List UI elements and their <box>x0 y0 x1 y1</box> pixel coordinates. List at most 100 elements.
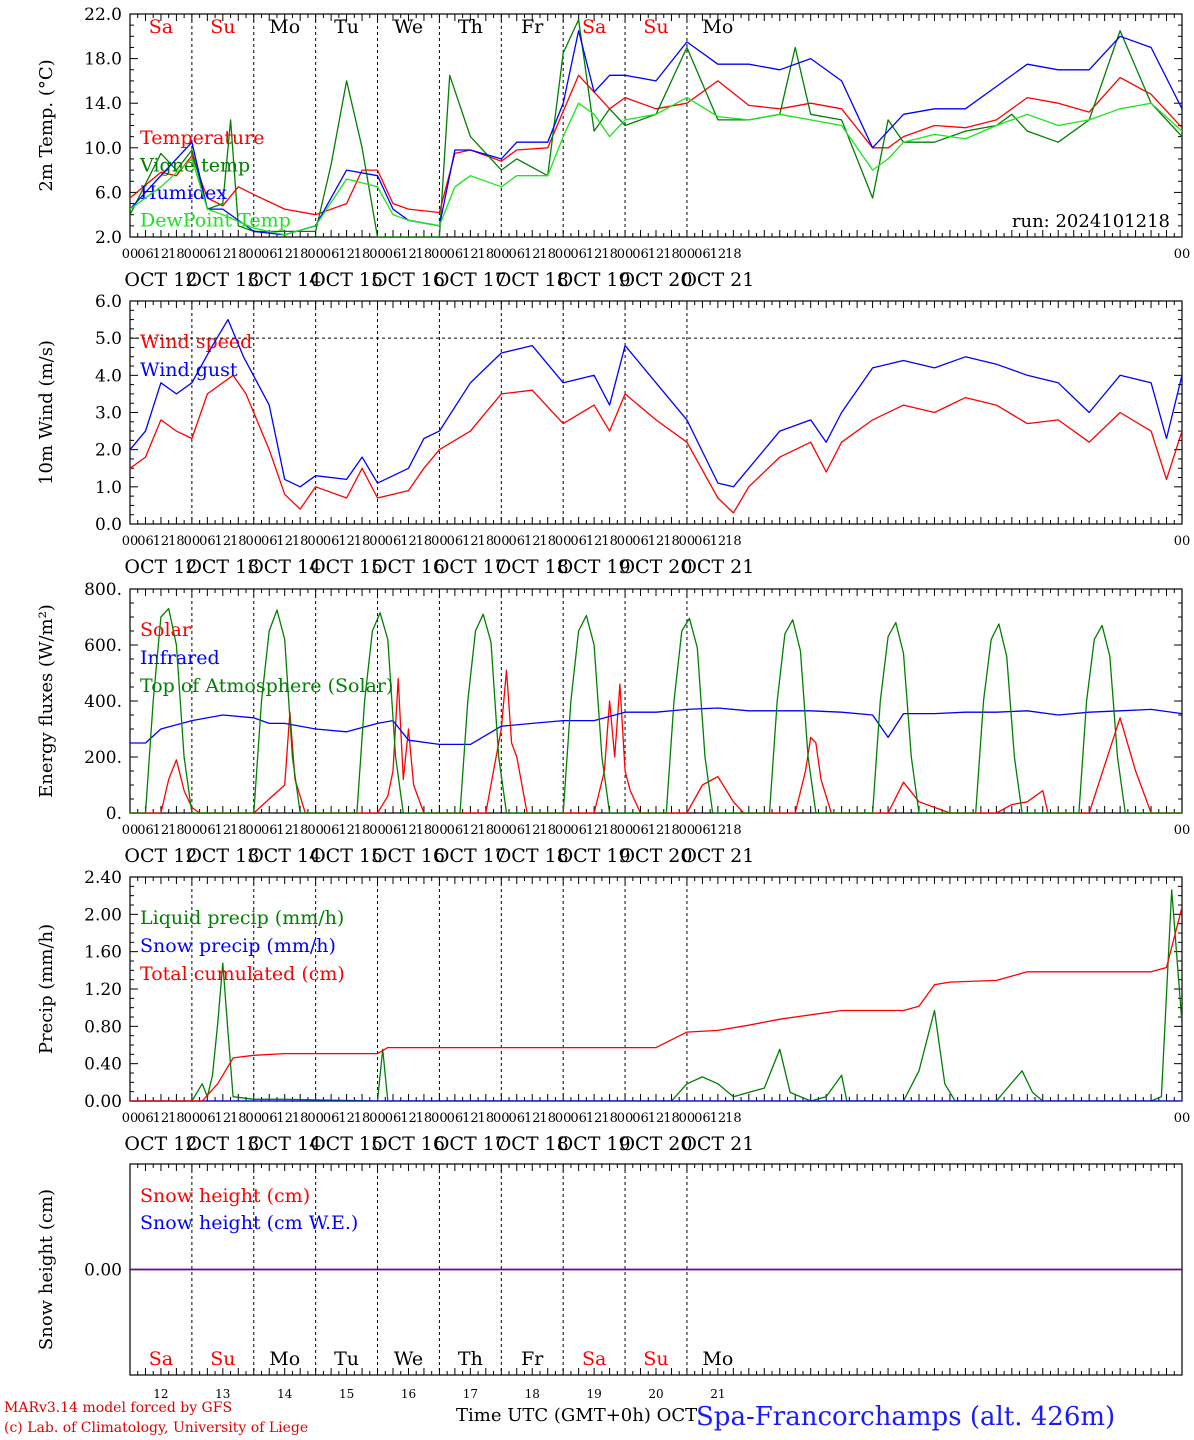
date-label: OCT 14 <box>248 556 321 578</box>
weekday-label: Th <box>458 16 483 38</box>
hour-tick-label: 18 <box>601 247 618 262</box>
legend-entry: Temperature <box>140 127 264 149</box>
hour-tick-label: 06 <box>137 823 154 838</box>
station-name: Spa-Francorchamps (alt. 426m) <box>696 1402 1116 1432</box>
hour-tick-label: 18 <box>601 1111 618 1126</box>
hour-tick-label: 00 <box>369 247 386 262</box>
hour-tick-label: 06 <box>508 534 525 549</box>
hour-tick-label: 18 <box>168 1111 185 1126</box>
hour-tick-label: 06 <box>694 247 711 262</box>
weekday-label: Su <box>210 1348 235 1370</box>
date-label: OCT 20 <box>619 556 692 578</box>
hour-tick-label: 12 <box>524 534 541 549</box>
hour-tick-label: 06 <box>570 1111 587 1126</box>
hour-tick-label: 12 <box>215 534 232 549</box>
hour-tick-label: 06 <box>261 1111 278 1126</box>
y-tick-label: 2.0 <box>95 441 122 461</box>
hour-tick-label: 18 <box>725 823 742 838</box>
y-tick-label: 14.0 <box>84 94 122 114</box>
hour-tick-label: 00 <box>307 1111 324 1126</box>
hour-tick-label: 06 <box>632 534 649 549</box>
date-label: OCT 21 <box>681 269 754 291</box>
day-number-label: 14 <box>277 1387 293 1401</box>
hour-tick-label: 12 <box>400 823 417 838</box>
hour-tick-label: 00 <box>245 247 262 262</box>
series-line <box>130 74 1182 216</box>
y-axis-title: Energy fluxes (W/m²) <box>36 604 57 798</box>
hour-tick-label: 18 <box>354 1111 371 1126</box>
hour-tick-label: 00 <box>617 823 634 838</box>
hour-tick-label: 18 <box>292 247 309 262</box>
hour-tick-label: 18 <box>478 1111 495 1126</box>
hour-tick-label: 18 <box>725 534 742 549</box>
hour-tick-label: 06 <box>447 823 464 838</box>
run-annotation: run: 2024101218 <box>1012 211 1170 232</box>
hour-tick-label: 06 <box>137 534 154 549</box>
series-line <box>130 607 1182 813</box>
hour-tick-label: 06 <box>508 247 525 262</box>
weekday-label: Sa <box>582 16 606 38</box>
hour-tick-label: 00 <box>1174 823 1191 838</box>
legend-entry: Wind gust <box>140 359 238 381</box>
date-label: OCT 21 <box>681 556 754 578</box>
hour-tick-label: 00 <box>431 823 448 838</box>
hour-tick-label: 18 <box>292 534 309 549</box>
date-label: OCT 18 <box>496 1133 569 1155</box>
day-number-label: 15 <box>339 1387 354 1401</box>
hour-tick-label: 12 <box>648 1111 665 1126</box>
day-number-label: 20 <box>648 1387 663 1401</box>
hour-tick-label: 06 <box>570 823 587 838</box>
weekday-label: Sa <box>149 16 173 38</box>
legend-entry: Top of Atmosphere (Solar) <box>140 675 393 697</box>
weekday-label: Fr <box>521 1348 544 1370</box>
date-label: OCT 15 <box>310 556 383 578</box>
weekday-label: Su <box>643 16 668 38</box>
date-label: OCT 17 <box>434 269 507 291</box>
hour-tick-label: 12 <box>276 1111 293 1126</box>
hour-tick-label: 18 <box>663 534 680 549</box>
hour-tick-label: 12 <box>524 823 541 838</box>
hour-tick-label: 00 <box>493 534 510 549</box>
lab-credit: (c) Lab. of Climatology, University of L… <box>4 1420 309 1436</box>
hour-tick-label: 06 <box>632 1111 649 1126</box>
date-label: OCT 13 <box>186 556 259 578</box>
y-tick-label: 0.00 <box>84 1261 122 1281</box>
hour-tick-label: 06 <box>508 1111 525 1126</box>
day-number-label: 12 <box>153 1387 168 1401</box>
hour-tick-label: 00 <box>493 823 510 838</box>
date-label: OCT 18 <box>496 556 569 578</box>
date-label: OCT 18 <box>496 269 569 291</box>
date-label: OCT 16 <box>372 845 445 867</box>
hour-tick-label: 06 <box>447 247 464 262</box>
hour-tick-label: 06 <box>632 823 649 838</box>
hour-tick-label: 06 <box>570 247 587 262</box>
hour-tick-label: 18 <box>230 247 247 262</box>
weekday-label: Tu <box>334 1348 359 1370</box>
hour-tick-label: 18 <box>539 247 556 262</box>
hour-tick-label: 18 <box>292 823 309 838</box>
day-number-label: 16 <box>401 1387 416 1401</box>
hour-tick-label: 18 <box>416 823 433 838</box>
y-tick-label: 600. <box>84 636 122 656</box>
date-label: OCT 12 <box>124 1133 197 1155</box>
hour-tick-label: 18 <box>416 1111 433 1126</box>
panel-4: 0.00 0.40 0.80 1.20 1.60 2.00 2.40 Precip (mm/h… <box>36 868 1190 1155</box>
hour-tick-label: 06 <box>323 534 340 549</box>
weekday-label: Su <box>210 16 235 38</box>
hour-tick-label: 18 <box>416 534 433 549</box>
y-tick-label: 1.60 <box>84 943 122 963</box>
y-tick-label: 0.40 <box>84 1055 122 1075</box>
hour-tick-label: 12 <box>215 1111 232 1126</box>
weekday-label: Mo <box>269 1348 300 1370</box>
date-label: OCT 17 <box>434 1133 507 1155</box>
y-tick-label: 0.80 <box>84 1017 122 1037</box>
hour-tick-label: 12 <box>710 534 727 549</box>
hour-tick-label: 12 <box>586 247 603 262</box>
y-axis-title: Snow height (cm) <box>36 1189 57 1350</box>
hour-tick-label: 18 <box>478 247 495 262</box>
day-number-label: 19 <box>586 1387 601 1401</box>
series-line <box>130 889 1182 1101</box>
hour-tick-label: 00 <box>245 1111 262 1126</box>
hour-tick-label: 00 <box>617 534 634 549</box>
